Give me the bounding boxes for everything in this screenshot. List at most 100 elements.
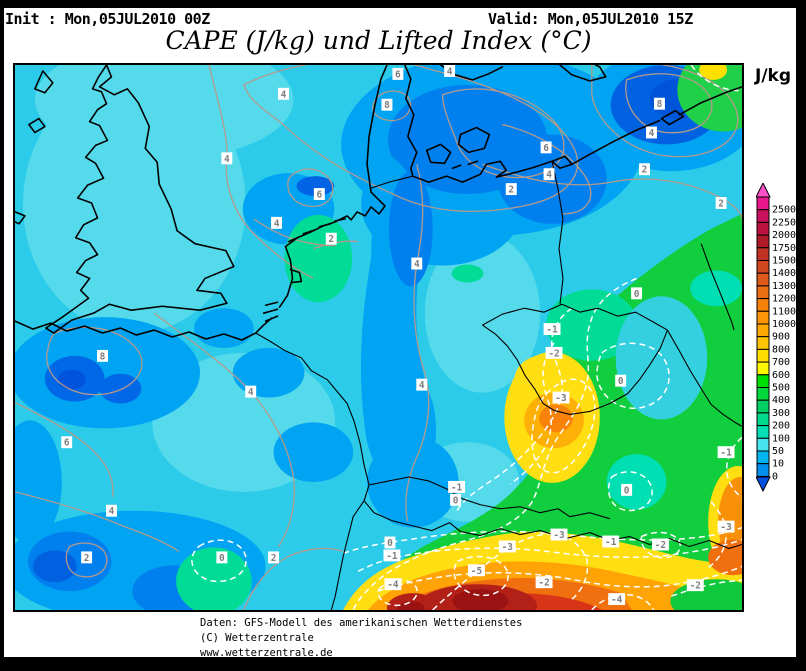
svg-text:4: 4 bbox=[447, 66, 453, 77]
svg-text:0: 0 bbox=[634, 289, 640, 300]
colorbar-cell bbox=[756, 450, 770, 465]
colorbar-tick-label: 1750 bbox=[772, 243, 796, 254]
svg-text:-4: -4 bbox=[387, 580, 399, 591]
colorbar-cell bbox=[756, 310, 770, 325]
colorbar-cell bbox=[756, 285, 770, 300]
svg-text:4: 4 bbox=[109, 506, 115, 517]
colorbar-tick-label: 2500 bbox=[772, 205, 796, 216]
colorbar-tick-label: 1500 bbox=[772, 256, 796, 267]
li-label-dashed: -3 bbox=[550, 528, 568, 541]
colorbar-cell bbox=[756, 260, 770, 274]
li-label-solid: 2 bbox=[325, 232, 337, 245]
colorbar-tick-label: 600 bbox=[772, 370, 790, 381]
svg-text:4: 4 bbox=[281, 89, 287, 100]
svg-text:-3: -3 bbox=[555, 393, 567, 404]
li-label-dashed: -3 bbox=[552, 391, 570, 404]
li-contours-solid bbox=[15, 65, 742, 610]
colorbar-tick-label: 2250 bbox=[772, 217, 796, 228]
svg-text:2: 2 bbox=[84, 553, 90, 564]
svg-text:4: 4 bbox=[414, 259, 420, 270]
map-canvas: 4 6 4 8 6 4 8 4 2 2 2 4 4 6 4 2 8 6 4 2 2 4 4 0 -1 -2 0 -3 -1 0 0 -1 -3 -… bbox=[13, 63, 744, 612]
svg-text:4: 4 bbox=[419, 380, 425, 391]
footer-line: www.wetterzentrale.de bbox=[200, 647, 333, 659]
li-label-solid: 4 bbox=[416, 378, 428, 391]
colorbar-tick-label: 1100 bbox=[772, 306, 796, 317]
svg-text:-3: -3 bbox=[720, 522, 732, 533]
svg-text:4: 4 bbox=[274, 218, 280, 229]
li-label-solid: 8 bbox=[381, 98, 393, 111]
li-label-solid: 4 bbox=[245, 385, 257, 398]
svg-text:4: 4 bbox=[224, 154, 230, 165]
svg-text:2: 2 bbox=[718, 198, 724, 209]
svg-text:8: 8 bbox=[384, 100, 390, 111]
li-label-dashed: 0 bbox=[615, 374, 627, 387]
svg-text:-1: -1 bbox=[451, 482, 463, 493]
li-label-solid: 2 bbox=[505, 183, 517, 196]
colorbar-tick-label: 1000 bbox=[772, 319, 796, 330]
svg-text:8: 8 bbox=[657, 99, 663, 110]
li-label-dashed: -2 bbox=[686, 579, 704, 592]
colorbar-cell bbox=[756, 336, 770, 350]
svg-text:-2: -2 bbox=[655, 540, 666, 551]
li-label-solid: 4 bbox=[221, 152, 233, 165]
colorbar-cells: 2500225020001750150014001300120011001000… bbox=[756, 196, 796, 482]
colorbar-cell bbox=[756, 425, 770, 439]
li-label-dashed: -2 bbox=[651, 538, 669, 551]
li-label-dashed: -2 bbox=[535, 576, 553, 589]
svg-text:4: 4 bbox=[248, 387, 254, 398]
svg-text:-1: -1 bbox=[605, 537, 617, 548]
li-label-solid: 6 bbox=[313, 188, 325, 201]
svg-text:0: 0 bbox=[624, 485, 630, 496]
colorbar-tick-label: 900 bbox=[772, 332, 790, 343]
li-label-dashed: -4 bbox=[608, 593, 626, 606]
page-title: CAPE (J/kg) und Lifted Index (°C) bbox=[165, 26, 592, 55]
li-label-layer: 4 6 4 8 6 4 8 4 2 2 2 4 4 6 4 2 8 6 4 2 2 4 4 0 -1 -2 0 -3 -1 0 0 -1 -3 -… bbox=[61, 65, 735, 606]
svg-text:4: 4 bbox=[649, 128, 655, 139]
li-label-dashed: -1 bbox=[383, 549, 401, 562]
colorbar-cell bbox=[756, 209, 770, 223]
colorbar-tick-label: 1400 bbox=[772, 268, 796, 279]
colorbar-cell bbox=[756, 374, 770, 389]
svg-text:6: 6 bbox=[316, 190, 322, 201]
colorbar-cell bbox=[756, 247, 770, 262]
svg-text:-1: -1 bbox=[386, 551, 398, 562]
svg-text:0: 0 bbox=[219, 553, 225, 564]
colorbar-cell bbox=[756, 234, 770, 249]
li-label-dashed: -3 bbox=[717, 520, 735, 533]
colorbar-cell bbox=[756, 348, 770, 363]
colorbar-tick-label: 50 bbox=[772, 446, 784, 457]
colorbar-cell bbox=[756, 463, 770, 477]
svg-text:-3: -3 bbox=[502, 542, 514, 553]
svg-text:2: 2 bbox=[642, 165, 648, 176]
svg-text:-1: -1 bbox=[546, 325, 558, 336]
li-label-dashed: -5 bbox=[468, 564, 485, 577]
li-label-dashed: -3 bbox=[498, 540, 516, 553]
li-label-solid: 4 bbox=[646, 126, 657, 139]
li-label-dashed: 0 bbox=[216, 551, 228, 564]
li-label-solid: 4 bbox=[411, 257, 423, 270]
svg-text:2: 2 bbox=[508, 185, 514, 196]
li-label-dashed: -1 bbox=[448, 480, 466, 493]
svg-text:-2: -2 bbox=[548, 348, 559, 359]
svg-text:8: 8 bbox=[100, 351, 106, 362]
colorbar-tick-label: 500 bbox=[772, 383, 790, 394]
li-label-solid: 4 bbox=[278, 87, 289, 100]
svg-text:-2: -2 bbox=[690, 581, 701, 592]
li-label-solid: 4 bbox=[105, 504, 117, 517]
li-label-solid: 8 bbox=[97, 349, 108, 362]
li-label-dashed: -1 bbox=[717, 446, 735, 459]
footer-line: Daten: GFS-Modell des amerikanischen Wet… bbox=[200, 617, 523, 629]
li-label-solid: 6 bbox=[540, 141, 552, 154]
valid-time-text: Valid: Mon,05JUL2010 15Z bbox=[488, 10, 693, 28]
colorbar-cell bbox=[756, 323, 770, 338]
svg-text:6: 6 bbox=[395, 69, 401, 80]
li-label-dashed: -2 bbox=[545, 346, 563, 359]
colorbar-tick-label: 2000 bbox=[772, 230, 796, 241]
svg-text:2: 2 bbox=[271, 553, 277, 564]
svg-text:0: 0 bbox=[453, 495, 459, 506]
country-borders bbox=[255, 161, 742, 610]
li-label-dashed: -1 bbox=[602, 535, 620, 548]
colorbar: 2500225020001750150014001300120011001000… bbox=[756, 183, 796, 493]
colorbar-tick-label: 800 bbox=[772, 344, 790, 355]
colorbar-tick-label: 10 bbox=[772, 459, 784, 470]
